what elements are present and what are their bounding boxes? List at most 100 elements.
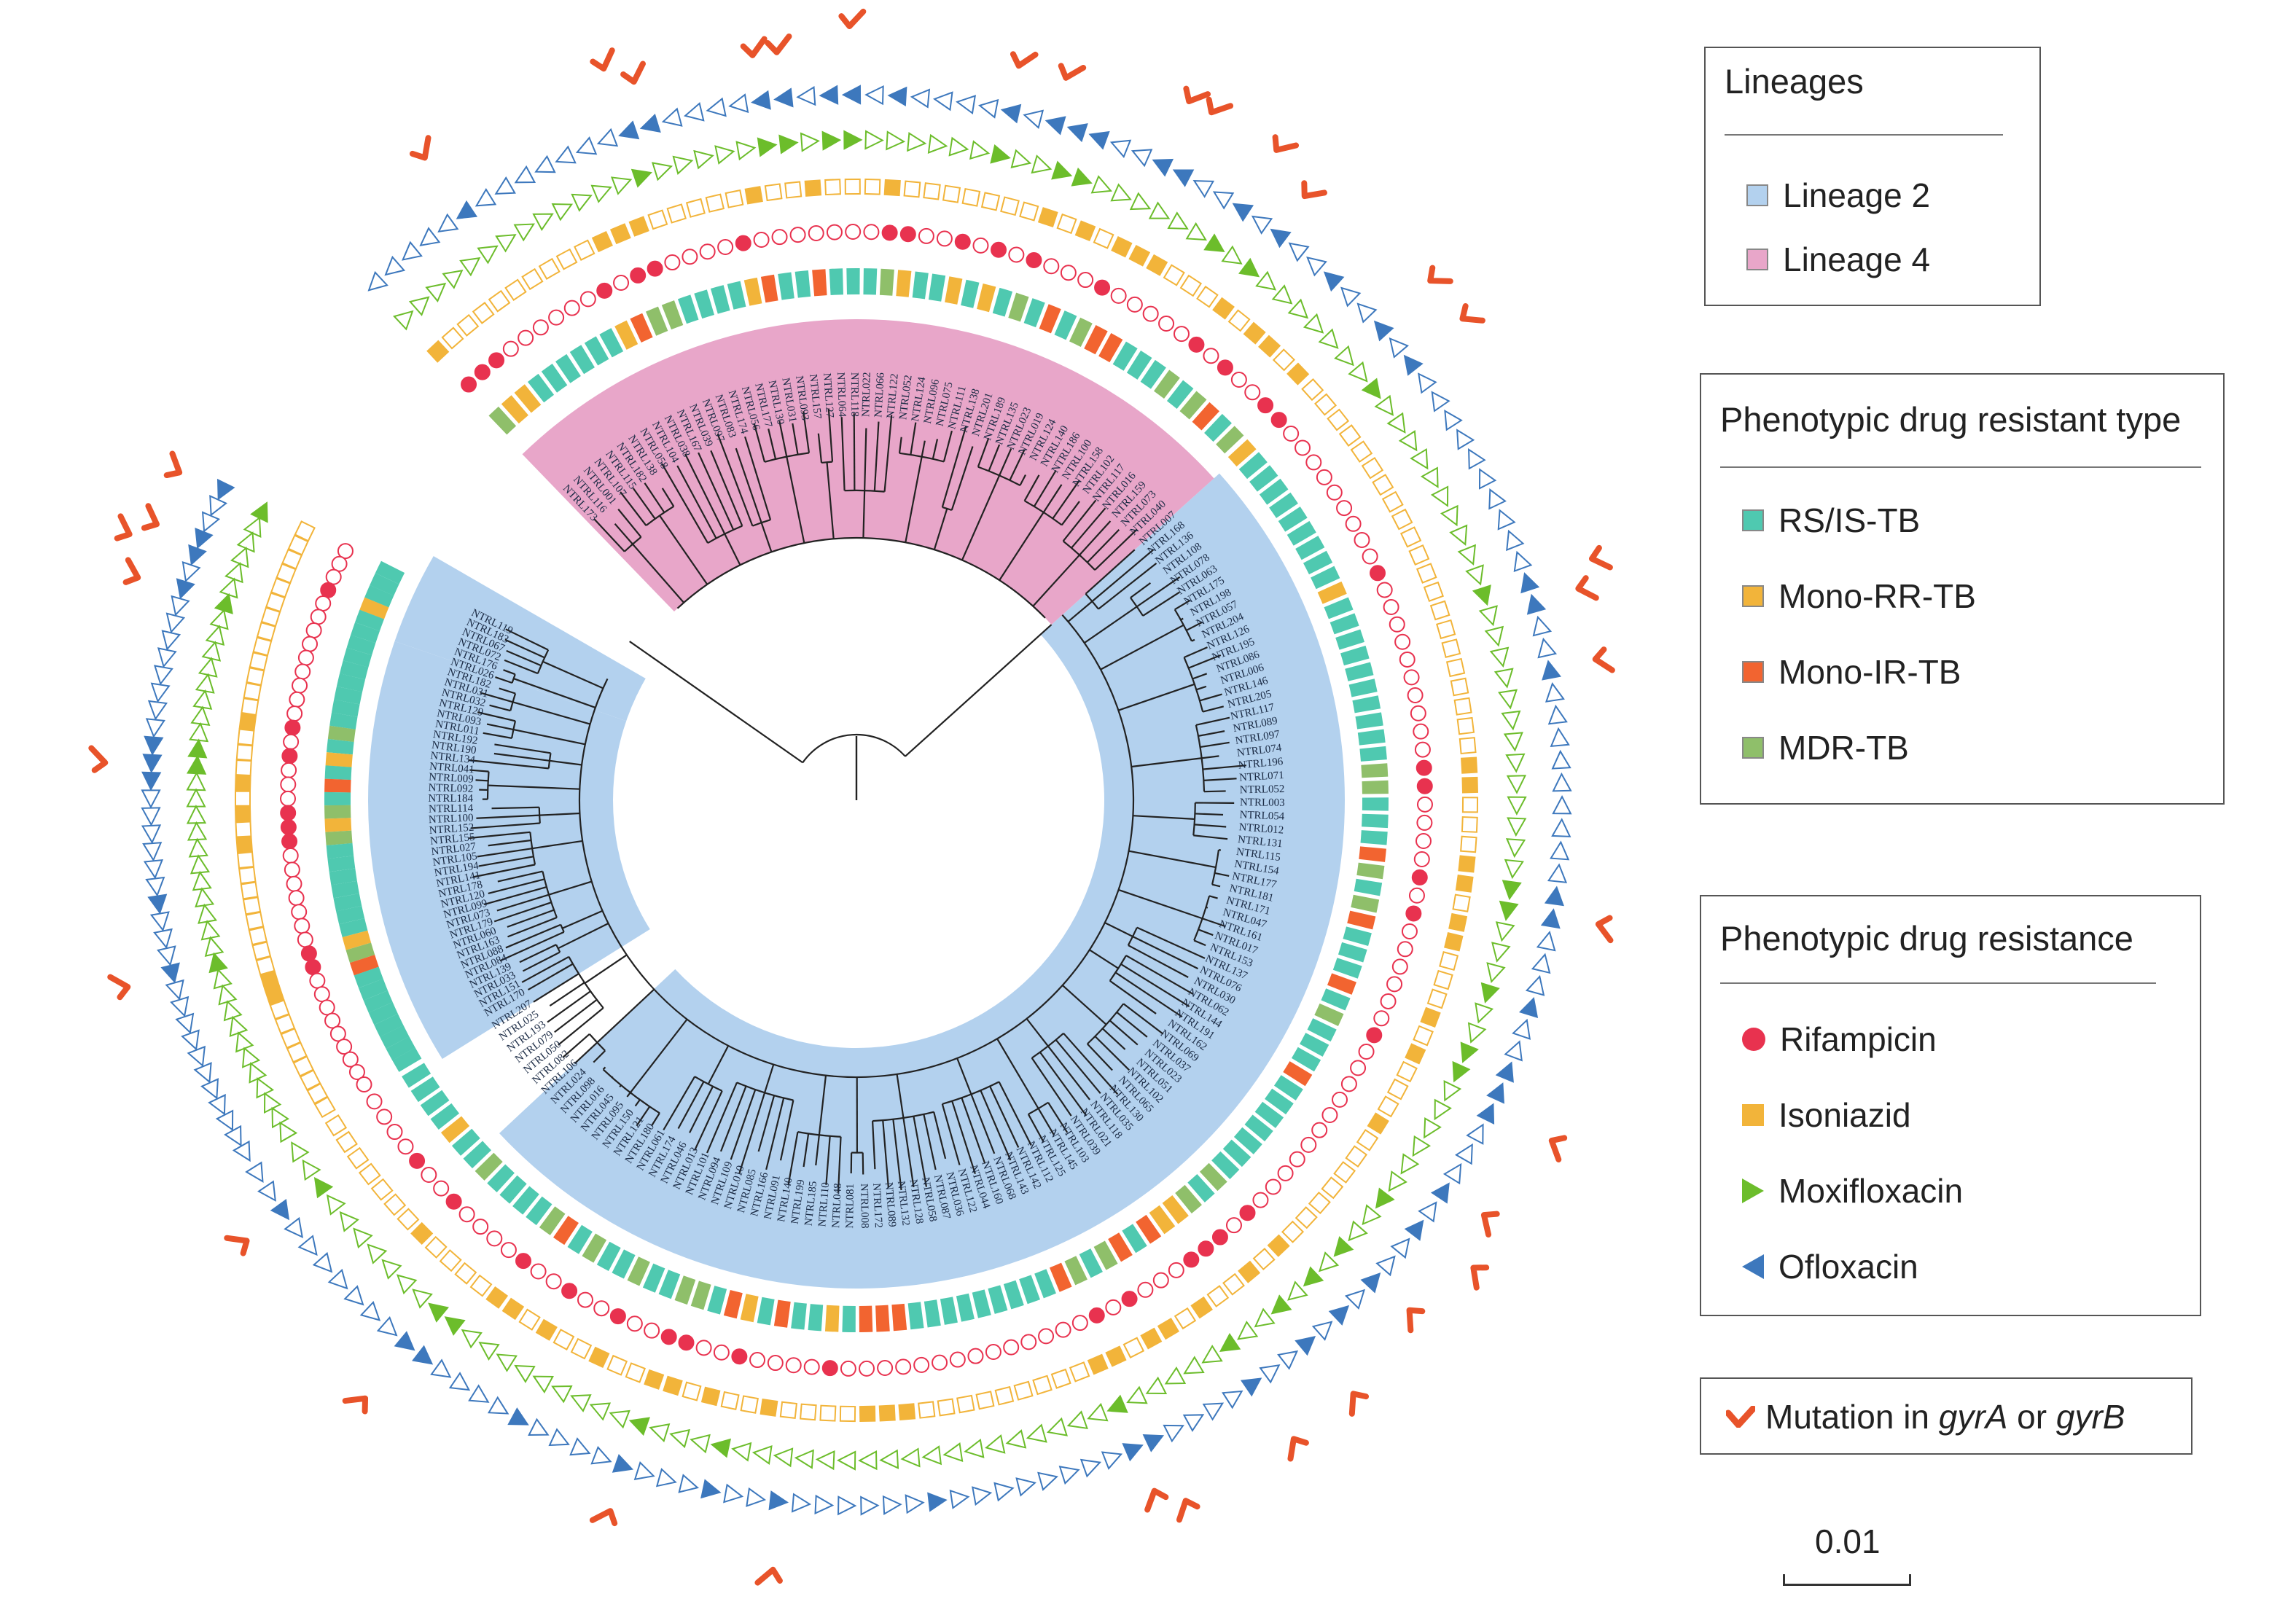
rifampicin-marker (1362, 548, 1378, 565)
rifampicin-marker (1055, 1321, 1071, 1338)
ofloxacin-marker (232, 1140, 251, 1162)
resistant-type-cell (1222, 1139, 1252, 1168)
isoniazid-marker (1301, 378, 1324, 402)
rifampicin-marker (309, 972, 326, 989)
resistant-type-cell (1216, 426, 1244, 454)
branch (574, 1041, 598, 1065)
rifampicin-marker (282, 847, 299, 864)
isoniazid-marker (1458, 855, 1476, 873)
isoniazid-marker (521, 267, 544, 291)
moxifloxacin-marker (1319, 1251, 1340, 1272)
branch (1118, 683, 1195, 711)
resistant-type-cell (375, 560, 405, 584)
ofloxacin-marker (147, 894, 168, 915)
ofloxacin-marker (1531, 953, 1551, 974)
ofloxacin-marker (590, 1446, 612, 1465)
resistant-type-cell (1300, 1033, 1329, 1057)
isoniazid-marker (1461, 776, 1479, 794)
ofloxacin-marker (165, 612, 186, 634)
rifampicin-marker (1316, 469, 1332, 485)
branch (988, 444, 1001, 472)
legend-label: Lineage 4 (1783, 241, 1931, 278)
isoniazid-marker (644, 1369, 665, 1390)
check-icon (163, 450, 183, 479)
ofloxacin-marker (1328, 1305, 1350, 1326)
check-icon (409, 135, 432, 161)
rifampicin-marker (613, 274, 630, 291)
ofloxacin-marker (746, 1487, 767, 1507)
branch (488, 878, 545, 894)
moxifloxacin-marker (690, 1434, 711, 1454)
mutation-legend: Mutation in gyrA or gyrB (1700, 1377, 2192, 1455)
ofloxacin-marker (297, 1235, 318, 1256)
branch (513, 678, 596, 708)
isoniazid-marker (961, 187, 981, 207)
isoniazid-marker (1069, 1361, 1090, 1383)
isoniazid-marker (1456, 716, 1475, 735)
moxifloxacin-marker (186, 788, 206, 808)
resistant-type-cell (1314, 1003, 1344, 1026)
branch (519, 944, 557, 963)
ofloxacin-marker (1478, 468, 1497, 490)
rifampicin-marker (630, 267, 647, 284)
branch (1104, 922, 1133, 937)
moxifloxacin-marker (1167, 211, 1189, 230)
resistant-type-cell (596, 1241, 621, 1271)
ofloxacin-marker (1506, 529, 1525, 552)
isoniazid-marker (335, 1130, 358, 1154)
branch (584, 954, 628, 984)
tip-label: NTRL071 (1239, 770, 1284, 783)
isoniazid-marker (609, 223, 631, 245)
isoniazid-marker (606, 1354, 628, 1376)
ofloxacin-marker (1418, 372, 1437, 394)
resistant-type-cell (1204, 413, 1232, 442)
branch (480, 692, 513, 703)
moxifloxacin-marker (652, 162, 673, 181)
tip-label: NTRL134 (430, 750, 476, 766)
rifampicin-marker (280, 805, 297, 821)
moxifloxacin-marker (571, 193, 593, 212)
legend-label: Mono-IR-TB (1778, 653, 1961, 691)
rifampicin-marker (1311, 1122, 1328, 1138)
isoniazid-marker (878, 1404, 896, 1422)
ofloxacin-marker (1525, 974, 1545, 996)
check-icon (1726, 1406, 1755, 1428)
check-icon (1272, 134, 1300, 153)
ofloxacin-marker (1323, 271, 1345, 292)
ofloxacin-marker (1288, 242, 1310, 262)
check-icon (1301, 180, 1327, 200)
isoniazid-marker (518, 1308, 541, 1331)
moxifloxacin-marker (408, 296, 430, 316)
resistant-type-cell (1136, 1214, 1162, 1244)
ofloxacin-marker (864, 85, 884, 106)
moxifloxacin-marker (1400, 1153, 1420, 1175)
branch (549, 759, 582, 766)
rifampicin-marker (789, 227, 806, 243)
branch (942, 430, 953, 462)
branch (629, 1018, 688, 1093)
branch (507, 916, 558, 938)
ofloxacin-marker (796, 85, 816, 106)
check-icon (1575, 575, 1599, 601)
branch (826, 462, 835, 539)
resistant-type-cell (351, 622, 380, 644)
rifampicin-marker (433, 1180, 450, 1197)
mutation-legend-label: Mutation in gyrA or gyrB (1765, 1398, 2125, 1436)
isoniazid-marker (1391, 508, 1413, 531)
rifampicin-marker (1126, 296, 1143, 313)
branch (488, 784, 580, 790)
branch (941, 1103, 961, 1165)
ofloxacin-marker (1390, 1237, 1410, 1259)
tip-label: NTRL008 (858, 1184, 870, 1229)
check-icon (1480, 1211, 1500, 1237)
isoniazid-marker (588, 1346, 610, 1368)
resistant-type-cell (1049, 1262, 1072, 1292)
resistant-type-cell (346, 635, 376, 655)
resistant-type-cell (614, 320, 639, 350)
rifampicin-marker (881, 224, 898, 241)
isoniazid-marker (252, 636, 273, 657)
tip-label: NTRL172 (870, 1183, 884, 1228)
resistant-type-cell (1175, 1184, 1202, 1213)
legend-label: RS/IS-TB (1778, 501, 1921, 539)
rifampicin-marker (1386, 976, 1403, 993)
